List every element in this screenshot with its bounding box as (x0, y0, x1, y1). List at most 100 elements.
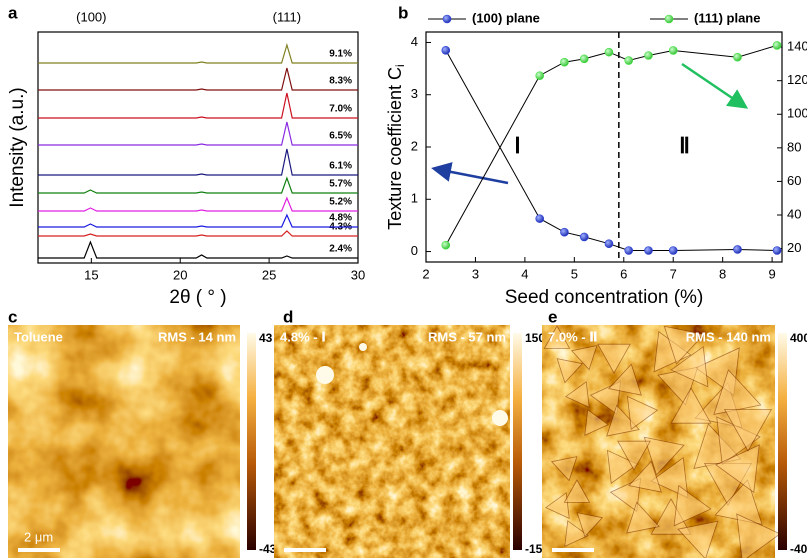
data-point (560, 58, 568, 66)
xrd-trace (38, 45, 358, 63)
trace-label: 8.3% (329, 76, 352, 87)
trace-label: 7.0% (329, 104, 352, 115)
xrd-trace (38, 242, 358, 258)
peak-label: (111) (273, 9, 301, 24)
y-tick-label: 0 (411, 243, 418, 258)
y-axis-label: Texture coefficient Ci (385, 64, 407, 229)
x-tick-label: 30 (351, 267, 365, 282)
data-point (625, 57, 633, 65)
panel-label: a (8, 3, 18, 22)
legend-label: (111) plane (694, 10, 760, 25)
y2-tick-label: 80 (787, 139, 801, 154)
data-point (536, 215, 544, 223)
xrd-trace (38, 231, 358, 236)
arrow (682, 64, 744, 106)
trace-label: 6.1% (329, 161, 352, 172)
x-axis-label: 2θ ( ° ) (169, 287, 226, 308)
legend-marker (665, 15, 673, 23)
panel-label: e (548, 307, 557, 326)
trace-label: 5.7% (329, 179, 352, 190)
data-point (442, 46, 450, 54)
y-axis-label: Intensity (a.u.) (7, 87, 28, 207)
trace-label: 2.4% (329, 244, 352, 255)
x-tick-label: 9 (768, 266, 775, 281)
data-point (773, 247, 781, 255)
rms-label: RMS - 57 nm (428, 329, 506, 344)
y2-tick-label: 100 (787, 106, 807, 121)
x-tick-label: 7 (670, 266, 677, 281)
data-point (605, 48, 613, 56)
figure: a(100)(111)152025302θ ( ° )Intensity (a.… (0, 0, 807, 558)
xrd-trace (38, 215, 358, 227)
colorbar (247, 333, 256, 550)
colorbar (778, 333, 787, 550)
panel-label: c (8, 307, 17, 326)
xrd-trace (38, 178, 358, 193)
rms-label: RMS - 140 nm (686, 329, 771, 344)
y2-tick-label: 20 (787, 240, 801, 255)
y-tick-label: 1 (411, 191, 418, 206)
xrd-trace (38, 68, 358, 90)
y2-tick-label: 40 (787, 206, 801, 221)
trace-label: 9.1% (329, 49, 352, 60)
data-point (442, 241, 450, 249)
data-point (560, 228, 568, 236)
xrd-trace (38, 122, 358, 145)
legend-label: (100) plane (472, 10, 540, 25)
data-point (580, 55, 588, 63)
y-tick-label: 2 (411, 138, 418, 153)
xrd-trace (38, 198, 358, 211)
peak-label: (100) (76, 9, 106, 24)
x-tick-label: 8 (719, 266, 726, 281)
region-label: Ⅱ (679, 133, 690, 158)
data-point (625, 247, 633, 255)
panel-label: b (398, 3, 408, 22)
region-label: Ⅰ (514, 133, 521, 158)
x-tick-label: 3 (472, 266, 479, 281)
data-point (669, 247, 677, 255)
data-point (536, 72, 544, 80)
sample-label: 4.8% - Ⅰ (280, 329, 326, 344)
x-tick-label: 20 (173, 267, 187, 282)
data-point (605, 240, 613, 248)
arrow (436, 169, 508, 183)
plot-frame (38, 32, 358, 263)
data-point (580, 233, 588, 241)
data-point (734, 245, 742, 253)
afm-particle (359, 343, 367, 351)
data-point (773, 41, 781, 49)
colorbar-max: 43 (259, 331, 273, 345)
afm-image (8, 325, 240, 558)
data-point (669, 46, 677, 54)
x-tick-label: 2 (422, 266, 429, 281)
series-line (446, 50, 777, 250)
xrd-trace (38, 149, 358, 175)
afm-image (274, 325, 510, 558)
y2-tick-label: 140 (787, 39, 807, 54)
data-point (645, 52, 653, 60)
xrd-trace (38, 93, 358, 118)
y-tick-label: 3 (411, 86, 418, 101)
sample-label: Toluene (14, 329, 63, 344)
panel-label: d (283, 307, 293, 326)
y-axis-label-sub: i (393, 64, 407, 67)
legend-marker (443, 15, 451, 23)
y2-tick-label: 120 (787, 72, 807, 87)
colorbar-min: -400 (790, 542, 807, 556)
x-tick-label: 25 (262, 267, 276, 282)
trace-label: 6.5% (329, 131, 352, 142)
x-axis-label: Seed concentration (%) (505, 287, 704, 308)
rms-label: RMS - 14 nm (158, 329, 236, 344)
colorbar-max: 400 (790, 331, 807, 345)
x-tick-label: 5 (571, 266, 578, 281)
data-point (645, 247, 653, 255)
y2-tick-label: 60 (787, 173, 801, 188)
data-point (734, 53, 742, 61)
trace-label: 5.2% (329, 197, 352, 208)
sample-label: 7.0% - Ⅱ (548, 329, 598, 344)
plot-frame (426, 32, 782, 262)
scale-bar-label: 2 μm (24, 529, 53, 544)
x-tick-label: 4 (521, 266, 528, 281)
trace-label: 4.8% (329, 213, 352, 224)
y-tick-label: 4 (411, 34, 418, 49)
